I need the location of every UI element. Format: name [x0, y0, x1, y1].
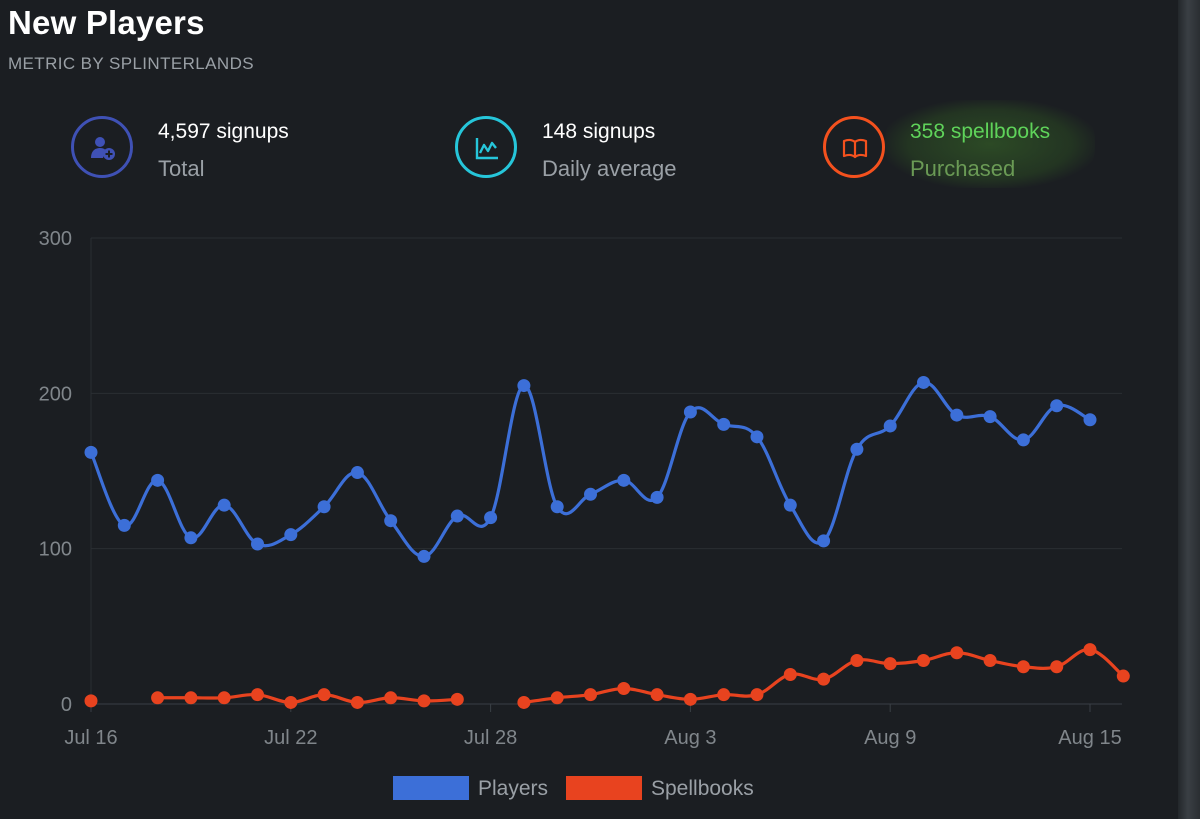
- data-point-players: [650, 490, 664, 504]
- data-point-spellbooks: [517, 695, 531, 709]
- stat-icon-circle: [455, 116, 517, 178]
- data-point-players: [783, 498, 797, 512]
- data-point-spellbooks: [1050, 660, 1064, 674]
- data-point-players: [584, 487, 597, 501]
- legend-swatch: [393, 776, 469, 800]
- page-subtitle: METRIC BY SPLINTERLANDS: [8, 54, 254, 73]
- data-point-players: [817, 534, 831, 548]
- data-point-players: [151, 473, 165, 487]
- add-user-icon: [91, 137, 115, 160]
- data-point-spellbooks: [251, 688, 264, 702]
- data-point-players: [850, 442, 864, 456]
- data-point-players: [450, 509, 464, 523]
- data-point-spellbooks: [883, 657, 897, 671]
- data-point-spellbooks: [983, 654, 997, 668]
- legend-label: Spellbooks: [651, 777, 754, 800]
- legend-label: Players: [478, 777, 549, 800]
- x-tick-label: Aug 9: [864, 727, 916, 749]
- data-point-spellbooks: [350, 695, 364, 709]
- page-title: New Players: [8, 4, 205, 41]
- data-point-players: [350, 466, 364, 480]
- data-point-spellbooks: [1116, 669, 1130, 683]
- data-point-players: [217, 498, 231, 512]
- data-point-players: [717, 417, 731, 431]
- data-point-spellbooks: [284, 695, 298, 709]
- data-point-spellbooks: [683, 692, 697, 706]
- data-point-players: [1083, 413, 1097, 427]
- stat-value: 4,597 signups: [158, 120, 289, 143]
- y-tick-label: 0: [61, 694, 72, 716]
- data-point-spellbooks: [617, 681, 631, 695]
- data-point-players: [484, 511, 498, 525]
- data-point-players: [384, 514, 398, 528]
- data-point-spellbooks: [783, 667, 797, 681]
- x-tick-label: Aug 3: [664, 727, 716, 749]
- series-line-spellbooks: [157, 692, 458, 705]
- book-icon: [842, 138, 868, 159]
- x-tick-label: Jul 16: [64, 727, 117, 749]
- data-point-spellbooks: [151, 691, 165, 705]
- data-point-players: [917, 375, 930, 389]
- data-point-players: [883, 419, 897, 433]
- data-point-spellbooks: [1083, 643, 1097, 657]
- data-point-spellbooks: [84, 694, 98, 708]
- data-point-spellbooks: [317, 688, 331, 702]
- data-point-players: [417, 549, 431, 563]
- series-line-players: [89, 380, 1091, 559]
- data-point-spellbooks: [417, 694, 431, 708]
- x-tick-label: Jul 28: [464, 727, 517, 749]
- window-edge: [1178, 0, 1200, 819]
- stat-value: 148 signups: [542, 120, 656, 143]
- y-tick-label: 300: [39, 228, 72, 250]
- data-point-players: [550, 500, 564, 514]
- data-point-players: [184, 531, 198, 545]
- data-point-spellbooks: [850, 654, 864, 668]
- stat-label: Daily average: [542, 156, 677, 181]
- data-point-spellbooks: [950, 646, 964, 660]
- data-point-players: [251, 537, 264, 551]
- data-point-spellbooks: [384, 691, 398, 705]
- green-highlight-mark: [885, 100, 1095, 188]
- data-point-spellbooks: [217, 691, 231, 705]
- data-point-players: [750, 430, 764, 444]
- data-point-players: [317, 500, 331, 514]
- data-point-players: [84, 445, 98, 459]
- data-point-players: [1016, 433, 1030, 447]
- stat-icon-circle: [823, 116, 885, 178]
- stat-label: Purchased: [910, 156, 1016, 181]
- data-point-spellbooks: [184, 691, 198, 705]
- data-point-players: [683, 405, 697, 419]
- stat-icon-circle: [71, 116, 133, 178]
- data-point-spellbooks: [550, 691, 564, 705]
- data-point-spellbooks: [750, 688, 764, 702]
- legend-swatch: [566, 776, 642, 800]
- data-point-players: [284, 528, 298, 542]
- data-point-spellbooks: [717, 688, 731, 702]
- line-chart-icon: [475, 138, 498, 160]
- y-tick-label: 100: [39, 539, 72, 561]
- stat-label: Total: [158, 156, 205, 181]
- stat-value: 358 spellbooks: [910, 120, 1051, 143]
- x-tick-label: Jul 22: [264, 727, 317, 749]
- data-point-players: [1050, 399, 1064, 413]
- y-tick-label: 200: [39, 383, 72, 405]
- data-point-spellbooks: [1016, 660, 1030, 674]
- data-point-spellbooks: [450, 692, 464, 706]
- data-point-players: [950, 408, 964, 422]
- data-point-spellbooks: [650, 688, 664, 702]
- data-point-players: [517, 379, 531, 393]
- data-point-players: [983, 410, 997, 424]
- x-tick-label: Aug 15: [1058, 727, 1121, 749]
- data-point-players: [617, 473, 631, 487]
- data-point-spellbooks: [584, 688, 597, 702]
- data-point-spellbooks: [817, 672, 831, 686]
- data-point-spellbooks: [917, 654, 930, 668]
- data-point-players: [117, 518, 131, 532]
